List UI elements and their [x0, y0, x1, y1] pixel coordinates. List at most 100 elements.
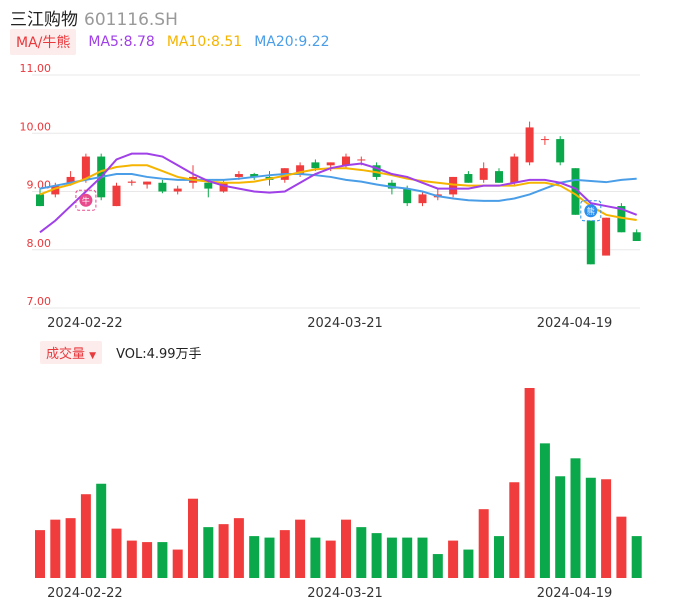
volume-x-tick-label: 2024-04-19 — [537, 586, 613, 601]
volume-bar — [310, 537, 321, 578]
dropdown-arrow-icon: ▼ — [89, 350, 97, 361]
volume-bar — [478, 509, 489, 578]
y-tick-label: 8.00 — [27, 237, 52, 250]
candle-body — [234, 174, 243, 177]
volume-bar — [432, 554, 443, 578]
candle-body — [556, 139, 565, 163]
candle-body — [342, 156, 350, 166]
candle-body — [602, 217, 611, 256]
volume-bar — [463, 549, 474, 578]
bull-signal-frame — [75, 189, 97, 211]
candle-body — [311, 162, 320, 169]
candle-body — [372, 165, 381, 177]
volume-indicator-selector[interactable]: 成交量 ▼ — [40, 340, 103, 364]
candle-body — [81, 156, 90, 180]
y-tick-label: 9.00 — [27, 179, 52, 192]
volume-x-tick-label: 2024-02-22 — [47, 586, 123, 601]
volume-bar — [585, 477, 596, 578]
volume-bar — [233, 518, 244, 578]
volume-bar — [601, 479, 612, 578]
y-tick-label: 10.00 — [20, 120, 52, 133]
volume-bar — [341, 519, 351, 578]
volume-x-tick-label: 2024-03-21 — [307, 586, 383, 601]
volume-bar — [325, 540, 336, 578]
volume-bar — [157, 542, 168, 578]
candle-body — [586, 220, 595, 265]
candle-body — [219, 182, 228, 192]
bear-signal-label: 熊 — [587, 206, 595, 216]
bear-signal-frame — [580, 200, 602, 222]
volume-bar — [570, 458, 581, 578]
candle-body — [449, 176, 458, 195]
volume-bar — [555, 476, 566, 578]
volume-bar — [35, 530, 45, 578]
volume-bar — [203, 527, 214, 578]
candle-body — [296, 165, 305, 175]
volume-bar — [50, 519, 61, 578]
stock-code: 601116.SH — [84, 10, 178, 30]
stock-name: 三江购物 — [10, 10, 78, 30]
candle-body — [464, 174, 473, 183]
stock-header: 三江购物 601116.SH — [10, 5, 178, 30]
y-tick-label: 11.00 — [20, 62, 52, 75]
candle-body — [540, 139, 549, 141]
candle-body — [403, 188, 412, 204]
volume-bar — [126, 540, 137, 578]
ma5-label: MA5:8.78 — [88, 34, 155, 50]
candle-body — [571, 168, 580, 215]
volume-bar — [417, 537, 428, 578]
volume-legend: 成交量 ▼ VOL:4.99万手 — [40, 340, 202, 364]
volume-bar — [218, 524, 229, 578]
candle-body — [250, 174, 259, 177]
volume-bar — [371, 533, 382, 578]
volume-bar — [65, 518, 76, 578]
candle-body — [112, 185, 121, 207]
candle-body — [51, 185, 60, 195]
candle-body — [479, 168, 488, 180]
volume-value: VOL:4.99万手 — [116, 346, 202, 362]
volume-bar — [509, 482, 520, 578]
y-tick-label: 7.00 — [27, 295, 52, 308]
volume-bar — [616, 516, 627, 578]
volume-bar — [386, 537, 397, 578]
volume-bar — [111, 528, 122, 578]
candle-body — [525, 127, 534, 163]
candle-body — [387, 182, 396, 189]
candle-body — [204, 182, 213, 189]
x-tick-label: 2024-02-22 — [47, 316, 123, 331]
volume-bar — [448, 540, 459, 578]
volume-bar — [494, 536, 504, 578]
ma-indicator-selector[interactable]: MA/牛熊 — [10, 29, 77, 55]
candle-body — [66, 176, 75, 183]
ma10-line — [39, 164, 637, 222]
volume-bar — [142, 542, 153, 578]
ma-legend: MA/牛熊 MA5:8.78 MA10:8.51 MA20:9.22 — [10, 29, 330, 55]
volume-bar — [172, 549, 183, 578]
ma5-line — [39, 152, 638, 234]
volume-bar — [188, 498, 198, 578]
volume-tag-label: 成交量 — [46, 346, 86, 362]
candle-body — [617, 206, 626, 233]
candle-body — [495, 171, 503, 183]
candle-body — [418, 194, 427, 204]
x-tick-label: 2024-04-19 — [537, 316, 613, 331]
candle-body — [326, 162, 335, 166]
price-candlestick-chart[interactable]: 11.00 10.00 9.00 8.00 7.00 2024-02-22 2024-03-… — [0, 0, 686, 335]
volume-bar — [631, 536, 642, 578]
volume-bar — [539, 443, 550, 578]
volume-bar — [279, 530, 290, 578]
candle-body — [36, 194, 44, 207]
ma20-label: MA20:9.22 — [254, 34, 330, 50]
volume-bar — [80, 494, 91, 578]
volume-bar — [402, 537, 413, 578]
candle-body — [357, 159, 366, 161]
volume-bar — [96, 483, 107, 578]
ma20-line — [39, 173, 637, 202]
volume-bar — [295, 519, 306, 578]
bear-signal-icon — [584, 204, 598, 218]
candle-body — [158, 182, 167, 192]
volume-bar — [524, 388, 535, 578]
ma10-label: MA10:8.51 — [166, 34, 243, 50]
candle-body — [127, 181, 136, 183]
x-tick-label: 2024-03-21 — [307, 316, 383, 331]
